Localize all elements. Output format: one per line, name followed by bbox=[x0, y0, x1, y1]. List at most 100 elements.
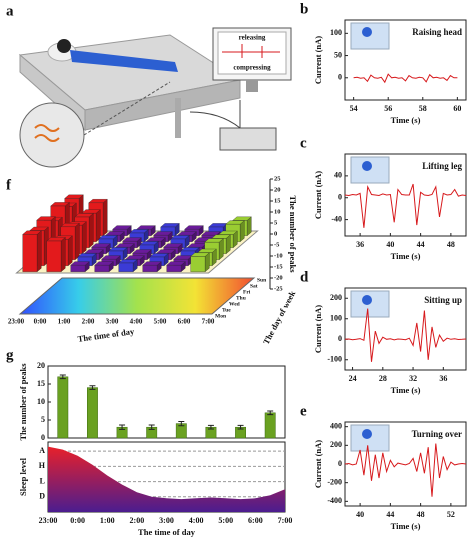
x-tick-label: 4:00 bbox=[189, 516, 204, 525]
bar-face bbox=[166, 265, 182, 272]
panel-letter: d bbox=[300, 269, 309, 285]
x-axis-label: Time (s) bbox=[391, 385, 421, 395]
z-tick-label: 0 bbox=[274, 230, 277, 237]
y-tick-label: 200 bbox=[330, 440, 342, 449]
x-tick-label: 32 bbox=[409, 374, 417, 383]
bar-shade bbox=[61, 237, 66, 272]
bar-face bbox=[118, 262, 134, 272]
bar-shade bbox=[82, 221, 87, 254]
chart-title: Turning over bbox=[412, 429, 462, 439]
day-label: Tue bbox=[222, 307, 231, 313]
y-tick-label: 0 bbox=[338, 459, 342, 468]
x-axis-label: Time (s) bbox=[391, 521, 421, 531]
bar-shade bbox=[99, 249, 104, 260]
bar-shade bbox=[75, 223, 80, 260]
day-label: Mon bbox=[215, 313, 226, 319]
inset-figure bbox=[362, 295, 372, 305]
y-tick-label: 0 bbox=[338, 193, 342, 202]
x-tick-label: 4:00 bbox=[130, 318, 143, 326]
head bbox=[57, 39, 71, 53]
cable bbox=[189, 100, 241, 129]
bar-shade bbox=[226, 234, 231, 254]
bar-shade bbox=[92, 253, 97, 266]
x-tick-label: 1:00 bbox=[100, 516, 115, 525]
x-tick-label: 5:00 bbox=[154, 318, 167, 326]
y-tick-label: 5 bbox=[41, 415, 45, 424]
bar-shade bbox=[240, 220, 245, 242]
error-bar bbox=[207, 424, 214, 430]
y-tick-label: 100 bbox=[330, 28, 342, 37]
bar-shade bbox=[199, 225, 204, 236]
sleep-area bbox=[48, 446, 285, 512]
bar-shade bbox=[144, 229, 149, 242]
panel-letter: g bbox=[6, 347, 14, 363]
day-label: Thu bbox=[236, 295, 246, 301]
bar-3d bbox=[46, 237, 66, 273]
y-axis-label: Sleep level bbox=[18, 457, 28, 496]
bar-shade bbox=[89, 213, 94, 248]
bar-shade bbox=[219, 238, 224, 260]
plot-frame bbox=[344, 19, 467, 101]
day-label: Sat bbox=[250, 283, 258, 289]
y-tick-label: D bbox=[39, 492, 45, 501]
signal-line bbox=[344, 183, 467, 228]
y-axis-label: Current (nA) bbox=[313, 171, 323, 219]
inset-figure bbox=[362, 27, 372, 37]
x-axis-label: The time of day bbox=[138, 527, 196, 537]
y-tick-label: 0 bbox=[338, 73, 342, 82]
bar-face bbox=[46, 240, 62, 272]
bed-leg bbox=[175, 98, 181, 138]
z-tick-label: -10 bbox=[274, 252, 283, 259]
day-label: Fri bbox=[243, 289, 251, 295]
bar-shade bbox=[212, 249, 217, 266]
monitor-stand bbox=[246, 80, 258, 92]
bar-shade bbox=[116, 255, 121, 266]
bar-shade bbox=[157, 261, 162, 272]
x-tick-label: 36 bbox=[356, 240, 364, 249]
signal-line bbox=[353, 73, 458, 84]
y-tick-label: 200 bbox=[330, 293, 342, 302]
screen-label: compressing bbox=[233, 64, 271, 72]
bar-shade bbox=[233, 231, 238, 248]
bar-3d bbox=[118, 259, 138, 273]
bar-shade bbox=[168, 231, 173, 242]
bar-shade bbox=[103, 199, 108, 236]
y-tick-label: L bbox=[40, 476, 45, 485]
bar-shade bbox=[113, 235, 118, 248]
day-label: Sun bbox=[257, 277, 266, 283]
error-bar bbox=[119, 424, 126, 430]
bar-shade bbox=[133, 259, 138, 272]
x-tick-label: 7:00 bbox=[202, 318, 215, 326]
panel-letter: c bbox=[300, 135, 307, 151]
y-tick-label: 100 bbox=[330, 314, 342, 323]
error-bar bbox=[59, 374, 66, 380]
y-tick-label: 15 bbox=[37, 379, 45, 388]
bar bbox=[264, 412, 276, 439]
x-tick-label: 60 bbox=[453, 104, 461, 113]
x-tick-label: 48 bbox=[447, 240, 455, 249]
bar-face bbox=[190, 256, 206, 272]
x-tick-label: 44 bbox=[386, 510, 394, 519]
zoom-circle bbox=[19, 102, 85, 168]
x-tick-label: 6:00 bbox=[248, 516, 263, 525]
panel-letter: e bbox=[300, 403, 307, 419]
body bbox=[70, 50, 178, 72]
bar-shade bbox=[37, 230, 42, 272]
x-tick-label: 7:00 bbox=[278, 516, 293, 525]
screen-label: releasing bbox=[239, 34, 266, 42]
bar-face bbox=[22, 234, 38, 272]
z-tick-label: -15 bbox=[274, 263, 283, 270]
x-tick-label: 28 bbox=[379, 374, 387, 383]
inset-figure bbox=[362, 161, 372, 171]
bar-shade bbox=[192, 231, 197, 242]
bar-shade bbox=[85, 261, 90, 272]
bar-shade bbox=[164, 253, 169, 266]
bar-shade bbox=[247, 216, 252, 236]
x-tick-label: 40 bbox=[386, 240, 394, 249]
x-tick-label: 58 bbox=[419, 104, 427, 113]
panel-letter: a bbox=[6, 3, 14, 19]
zoom-line bbox=[83, 81, 171, 136]
plot-frame bbox=[344, 287, 467, 371]
chart-title: Raising head bbox=[412, 27, 462, 37]
